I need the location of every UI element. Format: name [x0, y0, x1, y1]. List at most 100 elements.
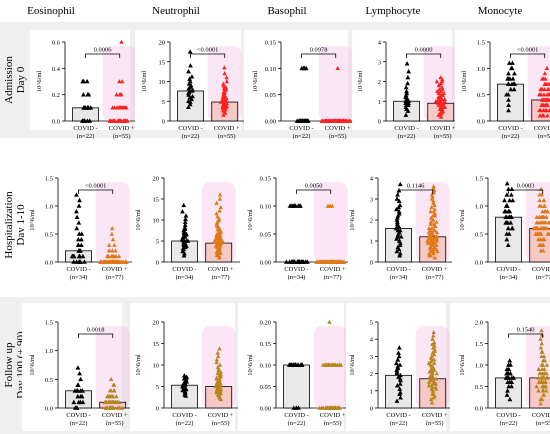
case-point [542, 237, 547, 242]
case-point [538, 397, 543, 402]
y-tick-label: 20 [159, 40, 166, 47]
control-point [85, 92, 91, 97]
case-point [539, 362, 544, 367]
control-point [505, 225, 511, 231]
panel: 0 1 2 3 4 5 10^6/ml COVID - COVID + (n=22) (n=55) [349, 320, 454, 427]
n-control: (n=22) [70, 420, 88, 427]
control-point [505, 388, 510, 393]
control-point [511, 375, 517, 380]
case-point [431, 221, 437, 226]
p-value: 0.0050 [305, 183, 323, 190]
control-point [396, 353, 402, 359]
case-point [432, 340, 437, 345]
case-point [539, 341, 544, 346]
y-tick-label: 15 [153, 341, 160, 348]
case-point [215, 350, 220, 355]
y-label-group: 10^6/ml [29, 354, 36, 376]
control-point [74, 192, 79, 197]
control-point [299, 65, 305, 71]
case-point [544, 362, 550, 367]
p-value: <0.0001 [197, 47, 219, 54]
x-label-case: COVID + [325, 125, 351, 132]
case-point [536, 375, 541, 380]
control-point [506, 76, 511, 81]
y-axis-label: 10^6/ml [247, 209, 254, 231]
control-point [291, 362, 297, 367]
case-point [442, 96, 447, 101]
control-point [181, 373, 187, 378]
case-point [217, 346, 222, 351]
control-point [397, 372, 403, 378]
case-point [217, 192, 223, 197]
case-point [221, 86, 227, 91]
y-tick-label: 1.0 [45, 348, 53, 355]
control-point [508, 214, 514, 219]
case-point [534, 384, 539, 389]
n-control: (n=22) [293, 133, 311, 140]
control-point [405, 80, 410, 86]
control-point [187, 78, 193, 84]
case-point [426, 234, 432, 239]
control-point [75, 365, 81, 370]
case-point [218, 99, 224, 104]
y-tick-label: 2 [378, 79, 381, 86]
case-point [538, 231, 544, 236]
case-point [430, 242, 435, 247]
row-label: AdmissionDay 0 [3, 56, 27, 104]
case-point [224, 75, 229, 80]
y-tick-label: 5 [156, 239, 159, 246]
y-tick-label: 5 [162, 99, 165, 106]
n-case: (n=77) [536, 274, 550, 281]
case-point [432, 393, 438, 398]
n-control: (n=34) [390, 274, 408, 281]
control-point [296, 118, 302, 123]
y-tick-label: 4 [370, 176, 374, 183]
control-point [182, 219, 188, 224]
case-point [338, 118, 343, 123]
n-case: (n=55) [426, 420, 444, 427]
y-tick-label: 3 [378, 59, 381, 66]
control-point [504, 181, 510, 186]
n-control: (n=22) [390, 420, 408, 427]
x-label-case: COVID + [430, 125, 456, 132]
case-point [540, 349, 545, 354]
x-label-control: COVID - [73, 125, 97, 132]
case-point [538, 401, 543, 406]
n-control: (n=22) [176, 420, 194, 427]
y-tick-label: 1 [370, 388, 373, 395]
case-point [338, 362, 344, 367]
x-label-control: COVID - [496, 266, 520, 273]
case-point [223, 85, 229, 90]
y-label-group: 10^6/ml [29, 209, 36, 231]
control-point [397, 238, 402, 243]
case-point [435, 249, 440, 254]
case-point [116, 399, 122, 404]
case-point [434, 219, 439, 224]
control-point [74, 225, 80, 231]
case-point [431, 251, 436, 256]
y-tick-label: 1.5 [45, 176, 53, 183]
case-point [110, 105, 115, 110]
case-point [432, 379, 437, 384]
x-label-control: COVID - [498, 125, 522, 132]
control-point [75, 393, 81, 399]
y-tick-label: 0.20 [260, 320, 271, 327]
control-point [180, 387, 186, 393]
y-tick-label: 0.5 [475, 384, 483, 391]
control-point [404, 61, 410, 66]
x-label-case: COVID + [320, 266, 346, 273]
case-point [541, 375, 546, 380]
row-label-line: Day 0 [15, 66, 27, 93]
case-point [223, 87, 229, 92]
case-point [540, 384, 546, 389]
case-point [429, 400, 435, 405]
case-point [538, 108, 543, 113]
case-point [545, 102, 550, 107]
n-control: (n=34) [288, 274, 306, 281]
y-label-group: 10^6/ml [459, 209, 466, 231]
n-case: (n=55) [538, 133, 550, 140]
y-tick-label: 0.05 [260, 232, 271, 239]
control-point [187, 101, 193, 107]
control-point [183, 213, 189, 218]
y-tick-label: 2.0 [475, 320, 483, 327]
